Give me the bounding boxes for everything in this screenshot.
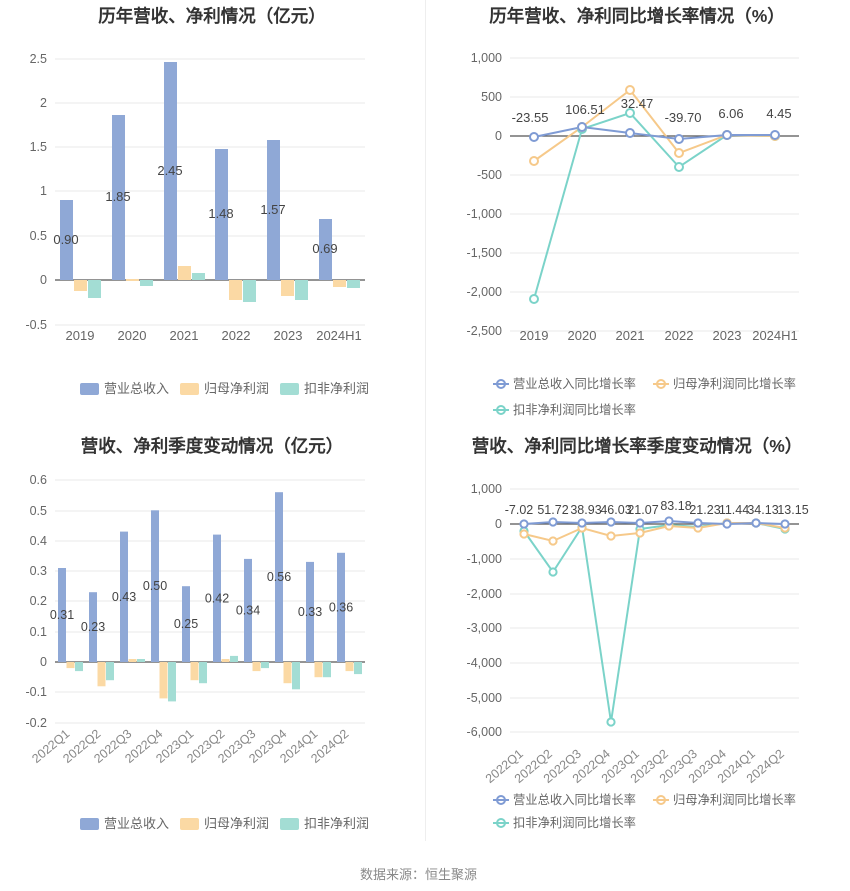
svg-text:106.51: 106.51 [565, 102, 605, 117]
svg-text:-1,000: -1,000 [467, 207, 502, 221]
svg-text:0.4: 0.4 [30, 534, 47, 548]
svg-text:-2,000: -2,000 [467, 587, 502, 601]
svg-text:0.31: 0.31 [50, 608, 74, 622]
svg-text:2019: 2019 [520, 328, 549, 343]
svg-text:-5,000: -5,000 [467, 691, 502, 705]
svg-text:扣非净利润: 扣非净利润 [304, 381, 369, 396]
svg-text:0.34: 0.34 [236, 603, 260, 617]
svg-text:2021: 2021 [616, 328, 645, 343]
svg-text:0.5: 0.5 [30, 504, 47, 518]
svg-text:34.13: 34.13 [747, 503, 778, 517]
svg-text:13.15: 13.15 [777, 503, 808, 517]
svg-text:营收、净利同比增长率季度变动情况（%）: 营收、净利同比增长率季度变动情况（%） [472, 436, 803, 456]
svg-text:21.07: 21.07 [627, 503, 658, 517]
svg-text:6.06: 6.06 [718, 106, 743, 121]
svg-text:营业总收入: 营业总收入 [104, 816, 169, 831]
svg-text:0.90: 0.90 [53, 232, 78, 247]
svg-text:83.18: 83.18 [660, 499, 691, 513]
svg-text:38.93: 38.93 [570, 503, 601, 517]
svg-text:11.44: 11.44 [719, 503, 749, 517]
svg-text:-1,000: -1,000 [467, 552, 502, 566]
svg-text:-0.2: -0.2 [25, 716, 47, 730]
svg-text:扣非净利润同比增长率: 扣非净利润同比增长率 [513, 402, 636, 417]
svg-text:2019: 2019 [66, 328, 95, 343]
svg-text:归母净利润: 归母净利润 [204, 816, 269, 831]
svg-text:历年营收、净利同比增长率情况（%）: 历年营收、净利同比增长率情况（%） [489, 6, 785, 26]
svg-text:归母净利润: 归母净利润 [204, 381, 269, 396]
svg-text:归母净利润同比增长率: 归母净利润同比增长率 [673, 376, 796, 391]
svg-text:2: 2 [40, 96, 47, 110]
svg-text:0.50: 0.50 [143, 579, 167, 593]
svg-text:0.5: 0.5 [30, 229, 47, 243]
svg-text:2.45: 2.45 [157, 163, 182, 178]
svg-text:2023: 2023 [713, 328, 742, 343]
svg-text:0.23: 0.23 [81, 620, 105, 634]
svg-text:0.6: 0.6 [30, 473, 47, 487]
svg-text:0.2: 0.2 [30, 594, 47, 608]
svg-text:-39.70: -39.70 [665, 110, 702, 125]
svg-text:32.47: 32.47 [621, 96, 654, 111]
svg-text:2022: 2022 [222, 328, 251, 343]
svg-text:-500: -500 [477, 168, 502, 182]
svg-text:营收、净利季度变动情况（亿元）: 营收、净利季度变动情况（亿元） [81, 436, 344, 456]
svg-text:扣非净利润: 扣非净利润 [304, 816, 369, 831]
svg-text:4.45: 4.45 [766, 106, 791, 121]
svg-text:2022: 2022 [665, 328, 694, 343]
svg-text:-2,000: -2,000 [467, 285, 502, 299]
svg-text:0.43: 0.43 [112, 590, 136, 604]
svg-text:0.56: 0.56 [267, 570, 291, 584]
svg-text:0.1: 0.1 [30, 625, 47, 639]
svg-text:0.36: 0.36 [329, 600, 353, 614]
svg-text:0: 0 [40, 273, 47, 287]
svg-text:归母净利润同比增长率: 归母净利润同比增长率 [673, 792, 796, 807]
svg-text:0.33: 0.33 [298, 605, 322, 619]
svg-text:2020: 2020 [118, 328, 147, 343]
svg-text:2024H1: 2024H1 [316, 328, 362, 343]
svg-text:扣非净利润同比增长率: 扣非净利润同比增长率 [513, 815, 636, 830]
svg-text:2023: 2023 [274, 328, 303, 343]
svg-text:21.23: 21.23 [689, 503, 720, 517]
svg-text:0: 0 [40, 655, 47, 669]
svg-text:历年营收、净利情况（亿元）: 历年营收、净利情况（亿元） [98, 6, 326, 26]
svg-text:1,000: 1,000 [471, 482, 502, 496]
svg-text:0.25: 0.25 [174, 617, 198, 631]
svg-text:1.57: 1.57 [260, 202, 285, 217]
svg-text:-1,500: -1,500 [467, 246, 502, 260]
svg-text:2.5: 2.5 [30, 52, 47, 66]
svg-text:-6,000: -6,000 [467, 725, 502, 739]
svg-text:-3,000: -3,000 [467, 621, 502, 635]
svg-text:1.48: 1.48 [208, 206, 233, 221]
svg-text:0.3: 0.3 [30, 564, 47, 578]
svg-text:1,000: 1,000 [471, 51, 502, 65]
svg-text:2020: 2020 [568, 328, 597, 343]
svg-text:-0.1: -0.1 [25, 685, 47, 699]
svg-text:-4,000: -4,000 [467, 656, 502, 670]
svg-text:2021: 2021 [170, 328, 199, 343]
svg-text:-0.5: -0.5 [25, 318, 47, 332]
svg-text:营业总收入同比增长率: 营业总收入同比增长率 [513, 792, 636, 807]
svg-text:1.5: 1.5 [30, 140, 47, 154]
svg-text:1: 1 [40, 184, 47, 198]
svg-text:0: 0 [495, 517, 502, 531]
svg-text:2024H1: 2024H1 [752, 328, 798, 343]
svg-text:-23.55: -23.55 [512, 110, 549, 125]
svg-text:-7.02: -7.02 [505, 503, 534, 517]
svg-text:0: 0 [495, 129, 502, 143]
svg-text:营业总收入: 营业总收入 [104, 381, 169, 396]
svg-text:1.85: 1.85 [105, 189, 130, 204]
svg-text:-2,500: -2,500 [467, 324, 502, 338]
svg-text:0.42: 0.42 [205, 591, 229, 605]
svg-text:500: 500 [481, 90, 502, 104]
svg-text:51.72: 51.72 [537, 503, 568, 517]
svg-text:0.69: 0.69 [312, 241, 337, 256]
svg-text:营业总收入同比增长率: 营业总收入同比增长率 [513, 376, 636, 391]
